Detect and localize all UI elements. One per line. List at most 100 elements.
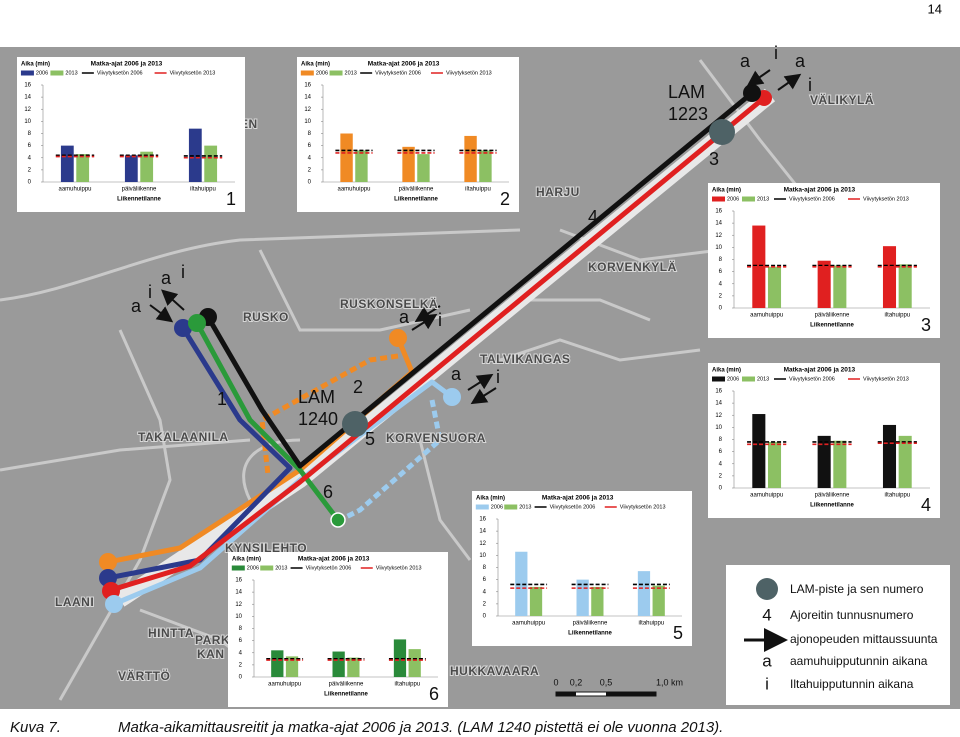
legend-swatch — [20, 70, 34, 76]
chart-number: 2 — [500, 189, 510, 209]
y-tick-label: 4 — [239, 650, 243, 656]
y-tick-label: 0 — [239, 675, 243, 681]
direction-label: i — [181, 262, 185, 282]
y-tick-label: 0 — [719, 486, 723, 492]
direction-label: i — [774, 43, 778, 63]
bar — [479, 150, 492, 182]
y-tick-label: 2 — [719, 293, 723, 299]
place-name: TALVIKANGAS — [480, 352, 570, 366]
legend-label: Viivytyksetön 2013 — [863, 196, 909, 202]
legend-swatch — [260, 565, 274, 571]
x-tick-label: aamuhuippu — [337, 187, 370, 193]
chart-title: Matka-ajat 2006 ja 2013 — [91, 61, 163, 68]
endpoint — [443, 388, 461, 406]
y-tick-label: 10 — [24, 119, 31, 125]
route — [107, 326, 293, 581]
y-tick-label: 0 — [483, 614, 487, 620]
y-axis-title: Aika (min) — [232, 557, 261, 563]
bar — [76, 154, 90, 182]
bar — [898, 435, 912, 488]
legend-label: Viivytyksetön 2013 — [620, 504, 666, 510]
y-tick-label: 14 — [715, 401, 722, 407]
place-name: HINTTA — [148, 626, 194, 640]
x-tick-label: iltahuippu — [638, 621, 664, 627]
place-name: TAKALAANILA — [138, 430, 229, 444]
chart-title: Matka-ajat 2006 ja 2013 — [784, 367, 856, 374]
y-tick-label: 10 — [304, 119, 311, 125]
direction-label: a — [795, 51, 806, 71]
direction-label: a — [740, 51, 751, 71]
x-tick-label: aamuhuippu — [750, 313, 783, 319]
route-number: 6 — [323, 482, 333, 502]
y-axis-title: Aika (min) — [712, 368, 741, 374]
y-tick-label: 8 — [239, 626, 243, 632]
y-tick-label: 6 — [483, 577, 487, 583]
chart-number: 3 — [921, 315, 931, 335]
bar — [417, 154, 430, 182]
y-tick-label: 12 — [715, 413, 722, 419]
bar — [637, 571, 651, 616]
legend-text: LAM-piste ja sen numero — [790, 582, 924, 596]
legend-symbol: i — [765, 674, 769, 693]
legend-label: 2013 — [345, 70, 357, 76]
x-tick-label: päiväliikenne — [122, 187, 157, 193]
y-axis-title: Aika (min) — [21, 62, 50, 68]
direction-label: a — [451, 364, 462, 384]
y-tick-label: 10 — [715, 245, 722, 251]
y-tick-label: 0 — [308, 180, 312, 186]
bar — [124, 155, 138, 182]
x-tick-label: päiväliikenne — [399, 187, 434, 193]
y-tick-label: 2 — [308, 167, 312, 173]
x-tick-label: aamuhuippu — [512, 621, 545, 627]
y-tick-label: 12 — [304, 107, 311, 113]
chart-title: Matka-ajat 2006 ja 2013 — [298, 556, 370, 563]
arrow — [161, 289, 185, 311]
route-number: 4 — [588, 207, 598, 227]
route-number: 2 — [353, 377, 363, 397]
legend-label: Viivytyksetön 2006 — [375, 70, 421, 76]
lam-number: 1240 — [298, 409, 338, 429]
legend-label: Viivytyksetön 2013 — [170, 70, 216, 76]
y-tick-label: 14 — [304, 95, 311, 101]
y-tick-label: 2 — [28, 167, 32, 173]
legend-swatch — [231, 565, 245, 571]
legend-swatch — [712, 376, 725, 382]
arrow — [414, 305, 441, 323]
route — [259, 353, 399, 476]
bar — [140, 151, 154, 182]
chart-panel — [472, 491, 692, 646]
y-tick-label: 2 — [719, 473, 723, 479]
legend-swatch — [712, 196, 725, 202]
place-name: RUSKONSELKÄ — [340, 296, 438, 311]
place-name: RUSKO — [243, 310, 289, 324]
y-tick-label: 14 — [24, 95, 31, 101]
route-number: 5 — [365, 429, 375, 449]
route — [194, 321, 340, 522]
x-tick-label: aamuhuippu — [58, 187, 91, 193]
legend-text: aamuhuipputunnin aikana — [790, 654, 928, 668]
legend-label: 2013 — [275, 565, 287, 571]
legend-symbol: 4 — [762, 605, 771, 624]
chart-number: 1 — [226, 189, 236, 209]
legend-symbol — [756, 578, 778, 600]
y-tick-label: 4 — [483, 589, 487, 595]
chart-panel — [17, 57, 245, 212]
x-tick-label: aamuhuippu — [268, 682, 301, 688]
chart-number: 6 — [429, 684, 439, 704]
y-tick-label: 8 — [28, 131, 32, 137]
y-tick-label: 12 — [235, 602, 242, 608]
legend-label: Viivytyksetön 2013 — [376, 565, 422, 571]
direction-label: a — [161, 268, 172, 288]
route-endpoints — [99, 84, 772, 613]
route-number: 3 — [709, 149, 719, 169]
place-name: KORVENSUORA — [386, 431, 486, 445]
x-axis-title: Liikennetilanne — [568, 631, 612, 637]
x-axis-title: Liikennetilanne — [117, 197, 161, 203]
bar — [402, 146, 415, 182]
legend-swatch — [504, 504, 518, 510]
legend-swatch — [300, 70, 314, 76]
y-tick-label: 12 — [479, 541, 486, 547]
